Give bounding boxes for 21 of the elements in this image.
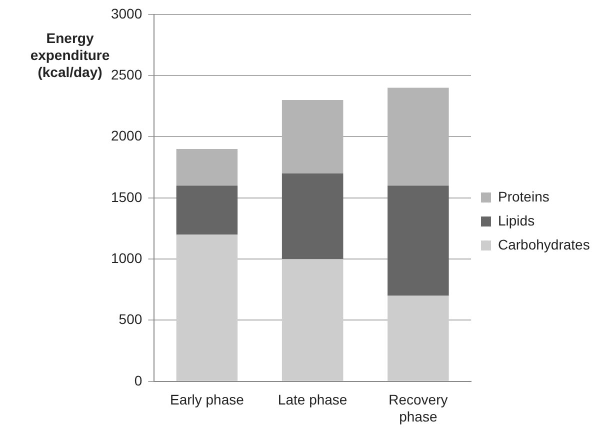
bar [282, 259, 344, 381]
bar [388, 296, 449, 381]
y-tick-label: 3000 [110, 5, 142, 22]
x-tick-label: Late phase [278, 392, 348, 408]
y-tick-label: 2000 [110, 128, 142, 144]
x-tick-label: Recovery phase [388, 392, 448, 424]
legend-label: Carbohydrates [498, 236, 590, 252]
y-tick-label: 1500 [110, 188, 142, 205]
bar [176, 186, 238, 235]
y-axis-title: Energy expenditure (kcal/day) [30, 30, 110, 80]
bar [176, 234, 238, 381]
bar [388, 186, 449, 296]
y-tick-label: 1000 [110, 250, 142, 266]
legend-label: Proteins [498, 188, 550, 204]
y-tick-label: 2500 [110, 66, 142, 82]
bar [282, 173, 344, 260]
y-tick-label: 500 [118, 311, 142, 328]
bar [176, 148, 238, 186]
x-tick-label: Early phase [170, 392, 244, 408]
legend-label: Lipids [498, 212, 535, 228]
y-tick-label: 0 [134, 372, 142, 388]
